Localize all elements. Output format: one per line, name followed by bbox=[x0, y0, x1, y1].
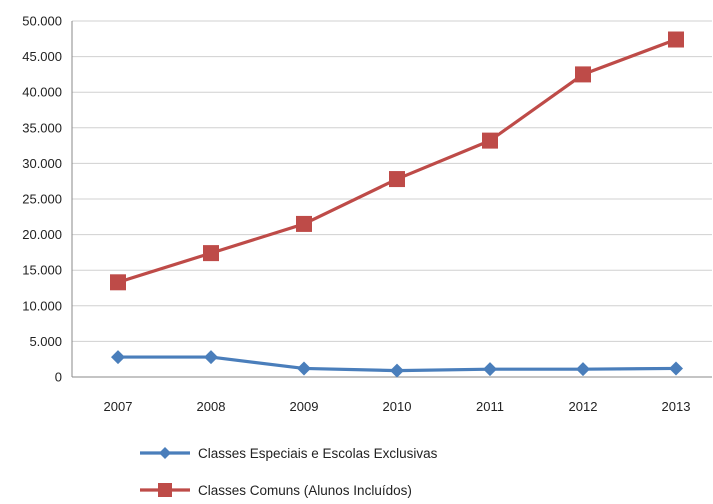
data-point bbox=[482, 132, 498, 149]
y-tick-label: 20.000 bbox=[22, 227, 62, 242]
data-point bbox=[111, 350, 125, 365]
x-tick-label: 2012 bbox=[569, 399, 598, 414]
series-1 bbox=[111, 350, 683, 378]
y-tick-label: 5.000 bbox=[29, 334, 62, 349]
grid bbox=[72, 20, 712, 342]
y-tick-label: 40.000 bbox=[22, 85, 62, 100]
y-tick-label: 15.000 bbox=[22, 263, 62, 278]
y-tick-label: 50.000 bbox=[22, 14, 62, 29]
legend-label: Classes Especiais e Escolas Exclusivas bbox=[198, 446, 438, 461]
data-point bbox=[203, 245, 219, 262]
data-point bbox=[483, 362, 497, 377]
y-tick-label: 30.000 bbox=[22, 156, 62, 171]
data-point bbox=[576, 362, 590, 377]
data-point bbox=[296, 215, 312, 232]
legend: Classes Especiais e Escolas Exclusivas Cl… bbox=[140, 446, 438, 498]
data-point bbox=[668, 31, 684, 48]
legend-item: Classes Comuns (Alunos Incluídos) bbox=[140, 483, 412, 498]
data-point bbox=[297, 361, 311, 376]
data-point bbox=[110, 274, 126, 291]
series-line bbox=[117, 38, 677, 284]
y-tick-label: 45.000 bbox=[22, 49, 62, 64]
data-point bbox=[204, 350, 218, 365]
x-tick-label: 2011 bbox=[476, 399, 504, 414]
y-tick-label: 25.000 bbox=[22, 192, 62, 207]
data-point bbox=[389, 171, 405, 188]
y-tick-label: 0 bbox=[55, 370, 62, 385]
x-tick-label: 2007 bbox=[104, 399, 133, 414]
legend-marker bbox=[158, 483, 172, 497]
x-tick-label: 2013 bbox=[662, 399, 691, 414]
series-group bbox=[110, 31, 684, 378]
data-point bbox=[669, 361, 683, 376]
axes: 0 5.000 10.000 15.000 20.000 25.000 30.000 35.0… bbox=[22, 14, 712, 414]
data-point bbox=[390, 363, 404, 378]
legend-marker bbox=[159, 447, 171, 459]
y-tick-label: 35.000 bbox=[22, 120, 62, 135]
data-point bbox=[575, 66, 591, 83]
legend-item: Classes Especiais e Escolas Exclusivas bbox=[140, 446, 438, 461]
x-tick-label: 2010 bbox=[383, 399, 412, 414]
y-tick-label: 10.000 bbox=[22, 298, 62, 313]
series-2 bbox=[110, 31, 684, 291]
x-tick-label: 2008 bbox=[197, 399, 226, 414]
legend-label: Classes Comuns (Alunos Incluídos) bbox=[198, 483, 412, 498]
x-tick-label: 2009 bbox=[290, 399, 319, 414]
